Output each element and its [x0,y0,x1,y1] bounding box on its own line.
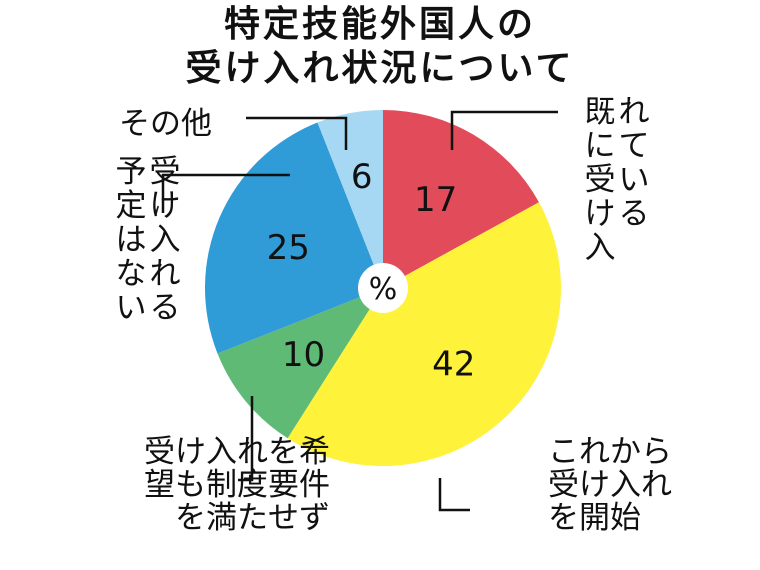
category-label-char: け [585,196,616,232]
category-label-4: その他 [119,106,212,142]
slice-values: 17 42 10 25 6 [267,157,476,384]
pie-slice-0 [383,110,539,288]
category-label-line: その他 [119,106,212,142]
category-label-char: る [619,196,650,232]
center-hole [358,263,408,313]
category-label-char: 受 [150,154,181,190]
leader-line-4 [246,116,348,150]
category-label-char: 入 [150,222,181,258]
pie-slice-3 [204,122,383,354]
pie-slice-4 [317,110,383,288]
slice-value-4: 6 [351,157,373,197]
category-label-char: れ [619,94,650,130]
chart-title-line-2: 受け入れ状況について [186,48,575,89]
slice-value-1: 42 [432,344,475,384]
category-label-char: い [619,162,650,198]
category-label-char: は [116,222,147,258]
category-label-char: な [116,256,147,292]
category-label-char: 受 [585,162,616,198]
slice-value-3: 25 [267,228,310,268]
category-label-line: 受け入れ [548,467,672,503]
category-label-char: 定 [116,188,147,224]
category-label-line: これから [548,434,672,470]
category-label-char: に [585,128,616,164]
pie-slice-1 [287,202,561,466]
category-label-line: を開始 [548,500,641,536]
category-labels: 既に受け入れているこれから受け入れを開始受け入れを希望も制度要件を満たせず受け入… [116,94,673,536]
category-label-char: る [150,290,181,326]
chart-title-line-1: 特定技能外国人の [224,4,536,45]
category-label-char: 予 [116,154,147,190]
category-label-line: 望も制度要件 [144,467,330,503]
category-label-char: 既 [585,94,616,130]
category-label-line: を満たせず [175,500,330,536]
category-label-char: け [150,188,181,224]
unit-label: % [369,272,398,307]
category-label-line: 受け入れを希 [144,434,330,470]
category-label-char: て [619,128,650,164]
leader-line-2 [238,396,254,482]
leader-line-3 [161,173,290,213]
category-label-char: い [116,290,147,326]
category-label-char: 入 [585,230,616,266]
leader-line-0 [450,110,558,150]
category-label-char: れ [150,256,181,292]
slice-value-2: 10 [282,335,325,375]
pie-slice-2 [217,288,383,439]
leader-line-1 [438,478,470,512]
slice-value-0: 17 [414,180,457,220]
pie-slices [204,110,561,466]
